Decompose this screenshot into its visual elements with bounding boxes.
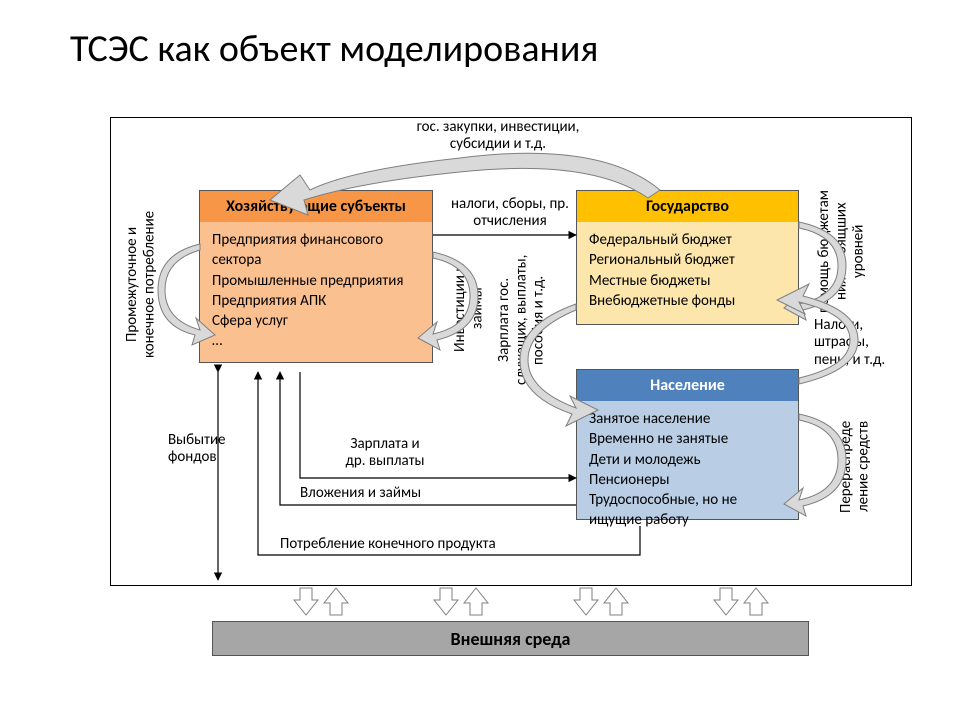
- label-salary: Зарплата и др. выплаты: [330, 436, 440, 471]
- node-state-body: Федеральный бюджет Региональный бюджет М…: [577, 222, 798, 324]
- node-state-body-text: Федеральный бюджет Региональный бюджет М…: [589, 231, 735, 310]
- label-funds-disposal: Выбытие фондов: [168, 432, 248, 467]
- slide-title: ТСЭС как объект моделирования: [70, 26, 598, 72]
- node-population-body-text: Занятое население Временно не занятые Де…: [589, 410, 737, 529]
- label-intermediate-consumption: Промежуточное и конечное потребление: [124, 194, 159, 374]
- node-state: Государство Федеральный бюджет Региональ…: [576, 190, 799, 325]
- label-invest-loans: Инвестиции и займы: [452, 248, 487, 368]
- node-economic-body-text: Предприятия финансового сектора Промышле…: [212, 231, 403, 350]
- node-external-environment: Внешняя среда: [212, 621, 809, 656]
- label-gov-salary: Зарплата гос. служащих, выплаты, пособия…: [496, 240, 548, 400]
- node-state-header: Государство: [577, 191, 798, 222]
- label-final-consumption: Потребление конечного продукта: [280, 536, 540, 553]
- node-population-body: Занятое население Временно не занятые Де…: [577, 401, 798, 519]
- label-budget-help: помощь бюджетам нижестоящших уровней: [816, 174, 868, 329]
- label-taxes-fees: налоги, сборы, пр. отчисления: [440, 196, 580, 231]
- label-redistribution: Перераспреде ление средств: [838, 399, 873, 534]
- node-population: Население Занятое население Временно не …: [576, 369, 799, 520]
- label-gov-purchases: гос. закупки, инвестиции, субсидии и т.д…: [388, 119, 608, 154]
- node-economic-body: Предприятия финансового сектора Промышле…: [200, 222, 432, 362]
- label-investments: Вложения и займы: [300, 485, 480, 502]
- node-economic-entities: Хозяйствующие субъекты Предприятия финан…: [199, 190, 433, 363]
- node-population-header: Население: [577, 370, 798, 401]
- node-economic-header: Хозяйствующие субъекты: [200, 191, 432, 222]
- external-exchange-arrows: [294, 588, 768, 615]
